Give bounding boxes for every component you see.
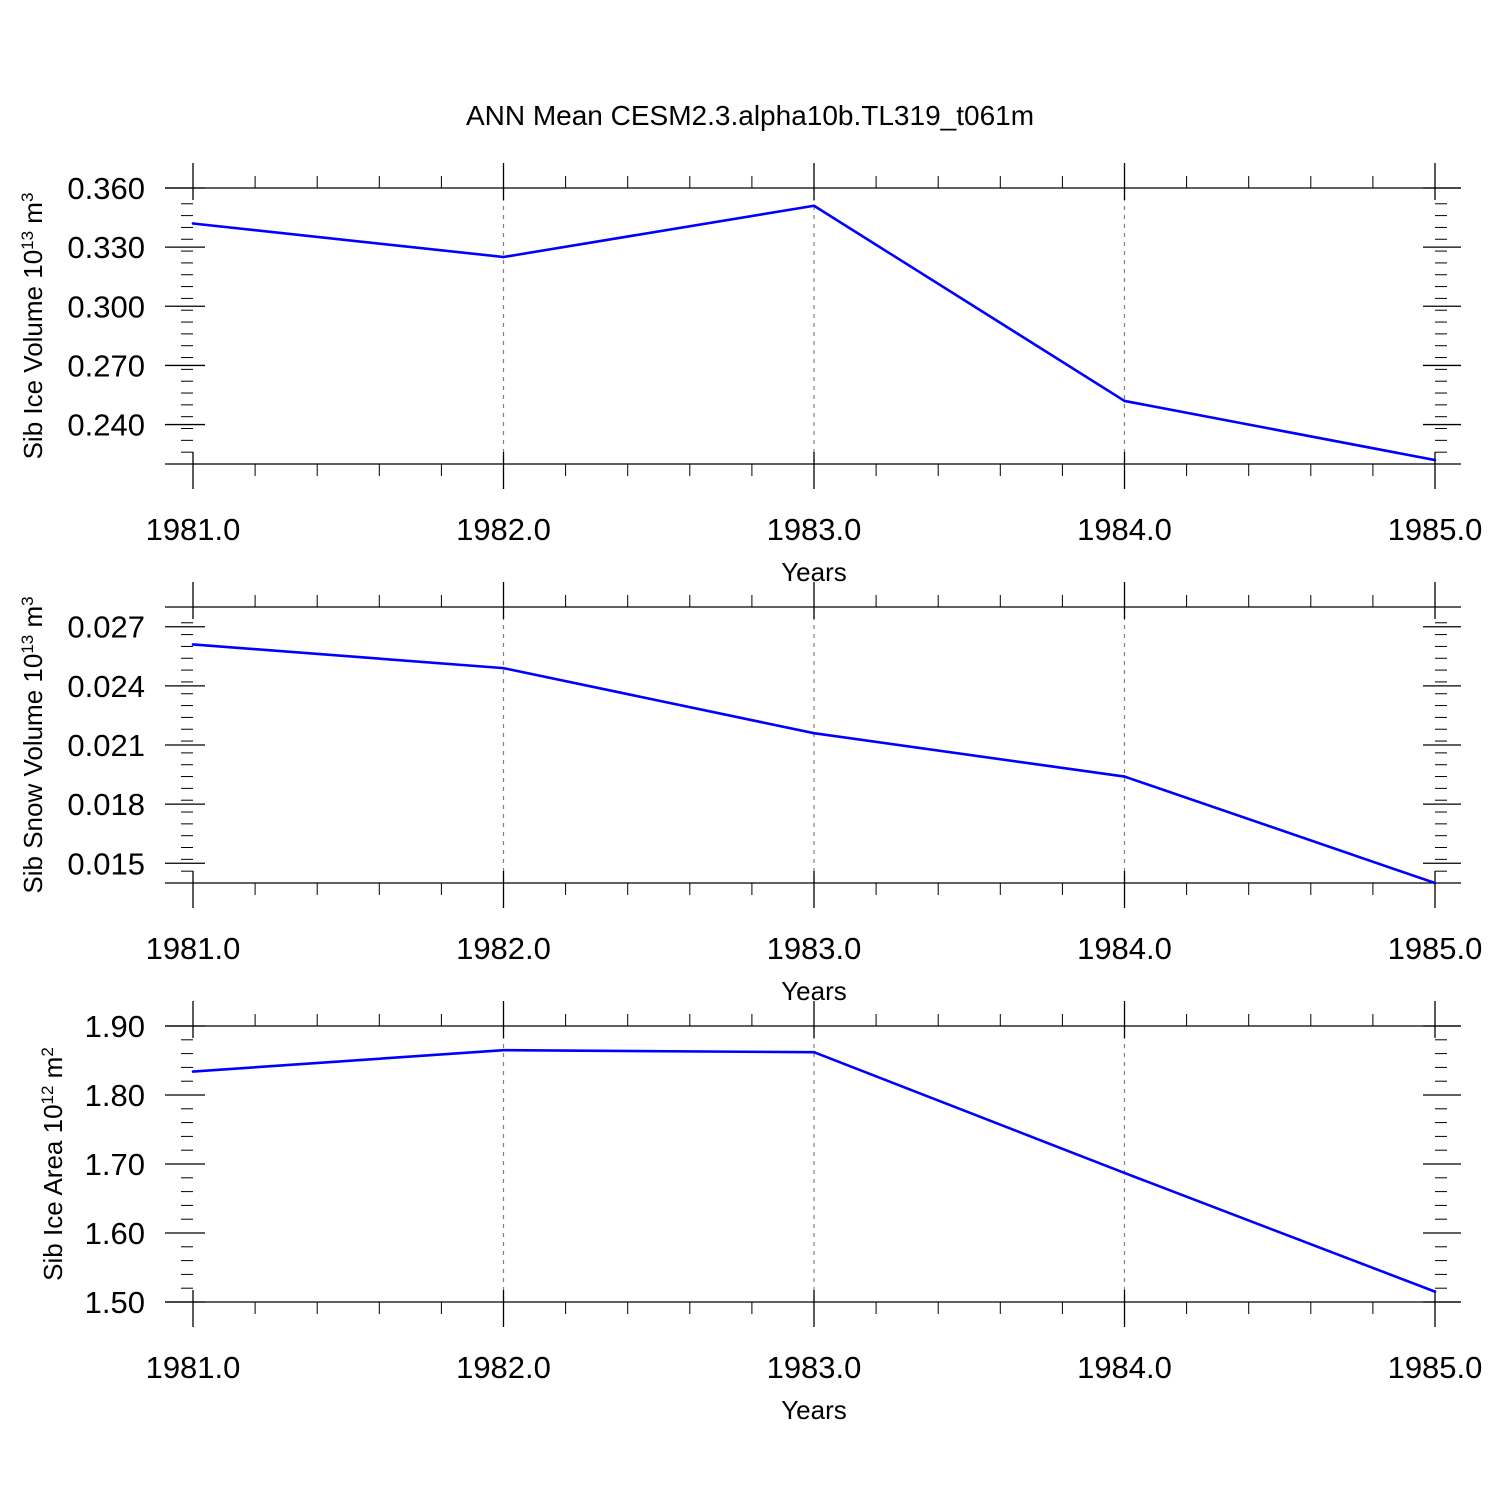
data-point: [191, 1070, 195, 1073]
x-tick-label: 1983.0: [767, 931, 862, 966]
data-point: [1123, 399, 1126, 403]
y-tick-label: 0.330: [67, 230, 145, 265]
data-point: [812, 731, 816, 735]
y-axis-label-exp2: 3: [18, 596, 37, 605]
y-tick-label: 0.021: [67, 728, 145, 763]
y-tick-label: 1.70: [85, 1147, 145, 1182]
data-point: [1433, 881, 1437, 885]
x-tick-label: 1984.0: [1077, 931, 1172, 966]
y-axis-label-exp1: 13: [18, 231, 37, 250]
y-tick-label: 0.300: [67, 289, 145, 324]
x-axis-label: Years: [781, 1395, 847, 1425]
x-tick-label: 1984.0: [1077, 1350, 1172, 1385]
data-point: [1123, 775, 1126, 778]
x-tick-label: 1982.0: [456, 512, 551, 547]
x-tick-label: 1982.0: [456, 931, 551, 966]
y-tick-label: 0.240: [67, 408, 145, 443]
data-point: [502, 255, 505, 259]
chart-panel-3: 1.50 1.60 1.70 1.80 1.90 1981.0 1982.0 1983.0 19…: [38, 1001, 1483, 1425]
y-axis-label: Sib Snow Volume 1013 m3: [18, 596, 49, 893]
x-tick-label: 1985.0: [1388, 1350, 1483, 1385]
data-point: [812, 1050, 816, 1054]
x-tick-label: 1982.0: [456, 1350, 551, 1385]
x-tick-label: 1983.0: [767, 1350, 862, 1385]
figure-title: ANN Mean CESM2.3.alpha10b.TL319_t061m: [466, 100, 1034, 131]
data-point: [191, 222, 195, 225]
y-tick-label: 0.018: [67, 787, 145, 822]
data-point: [191, 643, 195, 646]
y-axis-label-exp2: 2: [38, 1047, 57, 1056]
data-point: [1123, 1171, 1126, 1175]
y-axis-label-exp1: 12: [38, 1086, 57, 1105]
y-tick-label: 0.024: [67, 669, 145, 704]
y-tick-label: 1.50: [85, 1285, 145, 1320]
y-axis-label-exp2: 3: [18, 193, 37, 202]
x-tick-label: 1981.0: [146, 1350, 241, 1385]
data-point: [812, 204, 816, 208]
y-axis-label-text: Sib Ice Area 10: [38, 1104, 68, 1280]
x-tick-label: 1981.0: [146, 512, 241, 547]
chart-panel-1: 0.240 0.270 0.300 0.330 0.360 1981.0 1982.0 198…: [18, 163, 1483, 587]
y-axis-label-exp1: 13: [18, 635, 37, 654]
y-axis-label-unit: m: [18, 606, 48, 635]
panels: 0.240 0.270 0.300 0.330 0.360 1981.0 1982.0 198…: [18, 163, 1483, 1425]
y-tick-label: 0.270: [67, 348, 145, 383]
x-tick-label: 1985.0: [1388, 512, 1483, 547]
chart-panel-2: 0.015 0.018 0.021 0.024 0.027 1981.0 1982.0 198…: [18, 582, 1483, 1006]
y-axis-label-unit: m: [18, 202, 48, 231]
y-axis-label: Sib Ice Volume 1013 m3: [18, 193, 49, 460]
y-tick-label: 0.015: [67, 846, 145, 881]
x-tick-label: 1984.0: [1077, 512, 1172, 547]
data-point: [1433, 1290, 1437, 1293]
data-point: [1433, 458, 1437, 462]
y-tick-label: 1.60: [85, 1216, 145, 1251]
x-tick-label: 1981.0: [146, 931, 241, 966]
y-axis-label-text: Sib Snow Volume 10: [18, 654, 48, 894]
x-tick-label: 1985.0: [1388, 931, 1483, 966]
data-point: [502, 666, 505, 670]
y-tick-label: 1.80: [85, 1078, 145, 1113]
y-axis-label-text: Sib Ice Volume 10: [18, 250, 48, 460]
y-tick-label: 1.90: [85, 1009, 145, 1044]
y-tick-label: 0.360: [67, 171, 145, 206]
y-axis-label: Sib Ice Area 1012 m2: [38, 1047, 69, 1281]
x-tick-label: 1983.0: [767, 512, 862, 547]
y-axis-label-unit: m: [38, 1057, 68, 1086]
y-tick-label: 0.027: [67, 610, 145, 645]
data-point: [502, 1048, 505, 1052]
